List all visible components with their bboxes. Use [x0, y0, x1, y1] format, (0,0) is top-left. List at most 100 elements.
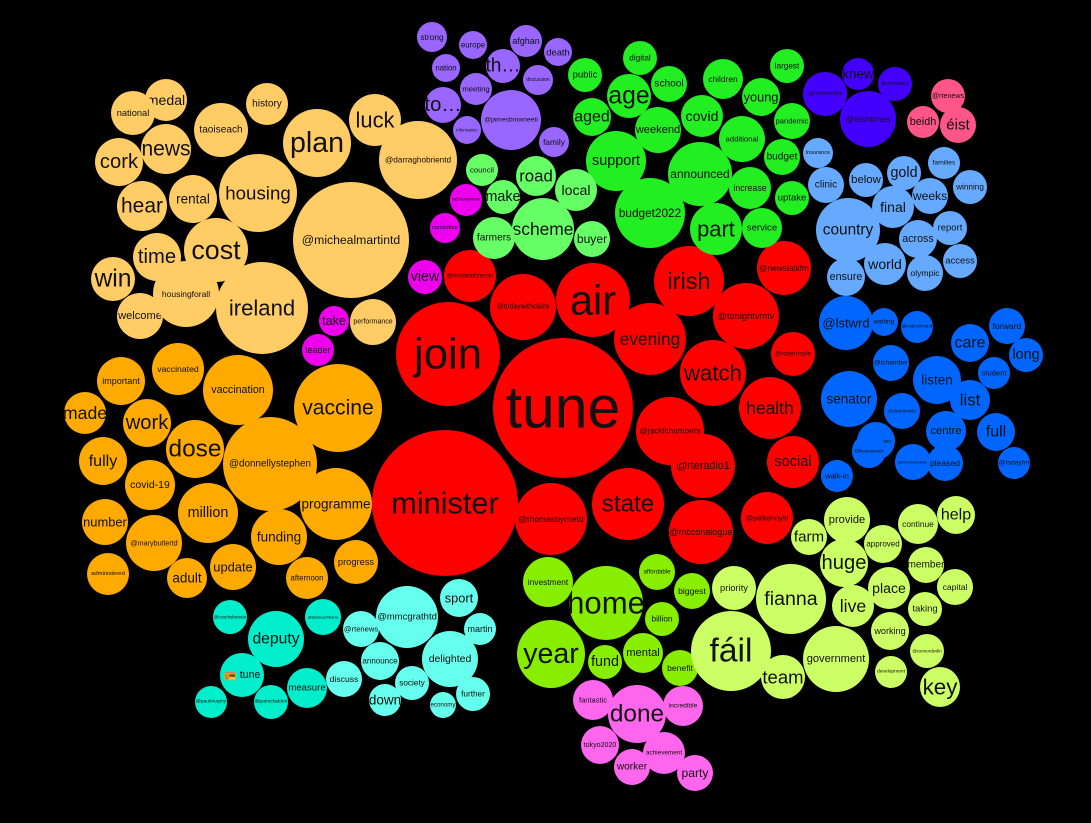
bubble-discuss: discuss: [326, 661, 362, 697]
bubble-label: time: [138, 246, 176, 268]
bubble-circle: [517, 620, 585, 688]
bubble-circle: [1009, 338, 1043, 372]
bubble-circle: [213, 600, 247, 634]
bubble-adult: adult: [167, 558, 207, 598]
bubble-label: budget: [767, 152, 798, 163]
bubble-circle: [82, 499, 128, 545]
bubble-development: development: [875, 656, 907, 688]
bubble-circle: [742, 78, 780, 116]
bubble-circle: [887, 156, 921, 190]
bubble-cork: cork: [95, 138, 143, 186]
bubble-luck: luck: [349, 94, 401, 146]
bubble-announce: announce: [361, 642, 399, 680]
bubble-label: plan: [290, 127, 344, 159]
bubble-patmcfadden: @patmcfadden: [254, 685, 288, 719]
bubble-part: part: [690, 203, 742, 255]
bubble-label: sport: [445, 591, 474, 606]
bubble-label: performance: [353, 319, 392, 326]
bubble-circle: [832, 585, 874, 627]
bubble-label: family: [543, 137, 566, 147]
bubble-label: announced: [670, 167, 729, 181]
bubble-label: state: [602, 491, 654, 518]
bubble-label: history: [252, 99, 283, 110]
bubble-evening: evening: [614, 303, 686, 375]
bubble-circle: [913, 356, 961, 404]
bubble-todaywithclaire: @todaywithclaire: [490, 274, 556, 340]
bubble-label: @thetaoiseach: [854, 449, 884, 454]
bubble-circle: [940, 107, 976, 143]
bubble-label: waiting: [873, 319, 895, 326]
bubble-circle: [248, 611, 304, 667]
bubble-label: join: [412, 330, 482, 379]
bubble-circle: [293, 182, 409, 298]
bubble-circle: [937, 496, 975, 534]
bubble-achievement: achievement: [450, 184, 482, 216]
bubble-label: clinic: [815, 180, 837, 191]
bubble-label: 📻 tune: [224, 669, 261, 681]
bubble-circle: [97, 357, 145, 405]
bubble-live: live: [832, 585, 874, 627]
bubble-billion: billion: [645, 602, 679, 636]
bubble-label: aged: [574, 109, 610, 126]
bubble-circle: [977, 413, 1015, 451]
bubble-winning: winning: [953, 170, 987, 204]
bubble-europe: europe: [459, 31, 487, 59]
bubble-circle: [943, 244, 977, 278]
bubble-plan: plan: [283, 109, 351, 177]
bubble-circle: [681, 95, 723, 137]
bubble-achievement: achievement: [643, 732, 685, 774]
bubble-circle: [849, 163, 883, 197]
bubble-label: @ministerbuilder: [898, 460, 929, 465]
bubble-circle: [920, 667, 960, 707]
bubble-taking: taking: [908, 592, 942, 626]
bubble-circle: [574, 221, 610, 257]
bubble-death: death: [544, 38, 572, 66]
bubble-circle: [246, 83, 288, 125]
bubble-circle: [898, 504, 938, 544]
bubble-circle: [481, 90, 541, 150]
bubble-label: afghan: [512, 36, 540, 46]
bubble-programme: programme: [300, 468, 372, 540]
bubble-circle: [820, 539, 868, 587]
bubble-worker: worker: [614, 749, 650, 785]
bubble-state: state: [592, 468, 664, 540]
bubble-circle: [169, 175, 217, 223]
bubble-label: pleased: [930, 458, 960, 468]
bubble-label: @ossianbhrenan: [447, 273, 494, 280]
bubble-label: dose: [169, 436, 222, 463]
bubble-circle: [425, 87, 461, 123]
bubble-circle: [623, 633, 663, 673]
bubble-take: take: [319, 306, 349, 336]
bubble-label: @mmcgrathtd: [377, 612, 437, 623]
bubble-circle: [764, 139, 800, 175]
bubble-lstwrd: @lstwrd: [819, 296, 873, 350]
bubble-school: school: [651, 66, 687, 102]
bubble-label: working: [873, 626, 905, 636]
bubble-label: walk-in: [824, 472, 849, 481]
bubble-circle: [223, 417, 317, 511]
bubble-tokyo2020: tokyo2020: [581, 726, 619, 764]
bubble-council: council: [466, 154, 498, 186]
bubble-label: full: [986, 424, 1006, 441]
bubble-circle: [408, 260, 442, 294]
bubble-rteradio1: @rteradio1: [878, 67, 912, 101]
bubble-label: olympic: [910, 268, 940, 278]
bubble-circle: [821, 460, 853, 492]
bubble-provide: provide: [824, 497, 870, 543]
bubble-label: health: [746, 398, 793, 418]
bubble-label: funding: [257, 530, 301, 545]
bubble-label: win: [93, 266, 131, 293]
bubble-label: insurance: [806, 150, 830, 156]
bubble-label: gold: [890, 165, 917, 181]
bubble-important: important: [97, 357, 145, 405]
bubble-label: society: [399, 679, 425, 688]
bubble-key: key: [920, 667, 960, 707]
bubble-mental: mental: [623, 633, 663, 673]
bubble-circle: [842, 58, 874, 90]
bubble-centre: centre: [926, 411, 966, 451]
bubble-additional: additional: [719, 116, 765, 162]
bubble-circle: [334, 540, 378, 584]
bubble-label: @lchamber: [874, 360, 909, 367]
bubble-circle: [486, 180, 520, 214]
bubble-covid: covid: [681, 95, 723, 137]
